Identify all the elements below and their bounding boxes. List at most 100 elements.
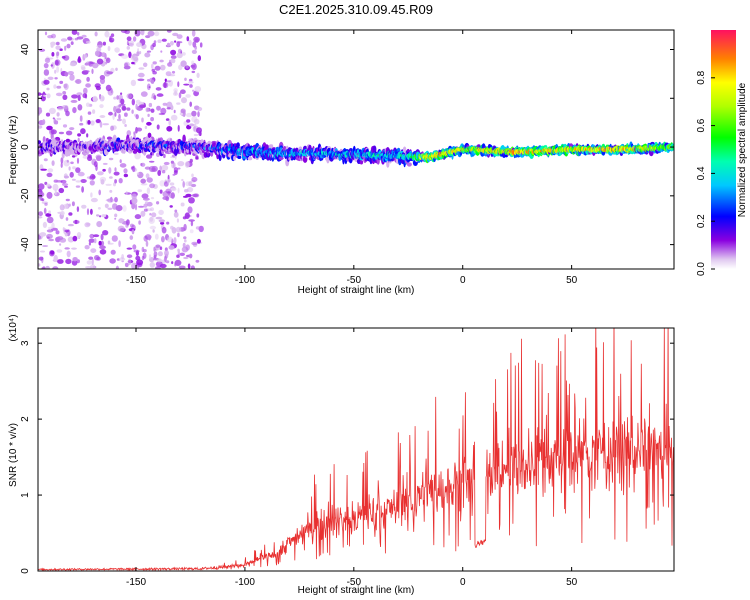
spectrogram-noise-blob xyxy=(46,93,51,99)
spectrogram-noise-blob xyxy=(95,85,101,91)
spectrogram-noise-blob xyxy=(164,255,167,263)
spectrogram-noise-blob xyxy=(38,263,41,267)
spectrogram-noise-blob xyxy=(81,186,84,193)
spectrogram-noise-blob xyxy=(50,41,56,46)
spectrogram-noise-blob xyxy=(88,256,94,260)
spectrogram-noise-blob xyxy=(55,45,61,50)
spectrogram-noise-blob xyxy=(47,35,54,39)
spectrogram-noise-blob xyxy=(156,124,160,130)
spectrogram-noise-blob xyxy=(171,227,177,234)
spectrogram-noise-blob xyxy=(158,209,164,216)
spectrogram-noise-blob xyxy=(123,65,131,70)
spectrogram-noise-blob xyxy=(112,113,115,120)
spectrogram-noise-blob xyxy=(74,219,78,225)
spectrogram-noise-blob xyxy=(99,249,107,255)
spectrogram-noise-blob xyxy=(191,60,195,66)
spectrogram-noise-blob xyxy=(102,162,108,165)
spectrogram-noise-blob xyxy=(195,156,199,160)
spectrogram-noise-blob xyxy=(162,196,169,201)
spectrogram-noise-blob xyxy=(75,167,81,174)
spectrogram-noise-blob xyxy=(168,74,176,77)
colorbar-tick-label: 0.6 xyxy=(696,118,707,132)
spectrogram-noise-blob xyxy=(176,41,181,48)
spectrogram-noise-blob xyxy=(46,183,51,187)
spectrogram-noise-blob xyxy=(191,49,197,55)
colorbar-label: Normalized spectral amplitude xyxy=(737,82,748,217)
spectrogram-noise-blob xyxy=(99,104,104,109)
spectrogram-noise-blob xyxy=(198,131,202,136)
spectrogram-noise-blob xyxy=(183,223,187,231)
snr-x-ticks: -150 -100 -50 0 50 xyxy=(126,328,578,588)
spectrogram-noise-blob xyxy=(163,153,166,159)
spectrogram-noise-blob xyxy=(119,228,125,232)
spectrogram-noise-blob xyxy=(145,107,149,113)
spectrogram-noise-blob xyxy=(96,58,104,65)
spectrogram-noise-blob xyxy=(68,166,71,171)
spectrogram-noise-blob xyxy=(94,255,100,261)
spectrogram-noise-blob xyxy=(188,219,195,222)
spectrogram-noise-blob xyxy=(108,37,115,43)
spectrogram-noise-blob xyxy=(147,30,155,37)
spectrogram-noise-blob xyxy=(122,205,127,212)
spectrogram-noise-blob xyxy=(185,94,191,98)
spectrogram-noise-blob xyxy=(144,52,151,58)
spectrogram-noise-blob xyxy=(151,63,154,69)
spectrogram-noise-blob xyxy=(145,173,150,179)
spectrogram-noise-blob xyxy=(47,168,54,173)
spectrogram-noise-blob xyxy=(53,118,57,125)
spectrogram-noise-blob xyxy=(135,126,138,134)
spectrogram-noise-blob xyxy=(153,95,157,100)
spectrogram-noise-blob xyxy=(177,124,180,132)
snr-series-line xyxy=(38,328,674,571)
spectrogram-noise-blob xyxy=(170,55,177,59)
spectrogram-noise-blob xyxy=(108,157,114,161)
spectrogram-noise-blob xyxy=(38,216,43,219)
spectrogram-noise-blob xyxy=(137,189,143,193)
spectrogram-noise-blob xyxy=(169,41,174,46)
spectrogram-noise-blob xyxy=(186,36,190,42)
spectrogram-noise-blob xyxy=(150,117,155,122)
spectrogram-noise-blob xyxy=(65,258,72,265)
spectrogram-noise-blob xyxy=(64,233,68,237)
spectrogram-noise-blob xyxy=(88,238,95,243)
spectrogram-noise-blob xyxy=(83,87,88,95)
spectrogram-noise-blob xyxy=(77,137,80,143)
spectrogram-noise-blob xyxy=(176,218,179,223)
snr-x-label: Height of straight line (km) xyxy=(298,585,415,596)
spectrogram-noise-blob xyxy=(62,94,68,101)
spectrogram-noise-blob xyxy=(105,183,112,186)
spectrogram-noise-blob xyxy=(113,96,117,100)
spectrogram-noise-blob xyxy=(126,93,132,99)
colorbar-ticks: 0.0 0.2 0.4 0.6 0.8 xyxy=(696,70,715,276)
spectrogram-noise-blob xyxy=(38,183,45,190)
spectrogram-noise-blob xyxy=(70,161,74,165)
spectrogram-noise-blob xyxy=(52,117,55,120)
spectrogram-noise-blob xyxy=(93,238,97,244)
spectrogram-noise-blob xyxy=(42,221,48,228)
spectrogram-noise-blob xyxy=(90,208,93,215)
spectrogram-noise-blob xyxy=(102,123,110,126)
spectrogram-noise-blob xyxy=(158,112,166,116)
spectrogram-noise-blob xyxy=(42,266,46,269)
spectrogram-noise-blob xyxy=(44,31,48,36)
spectrogram-noise-blob xyxy=(182,181,185,188)
spectrogram-noise-blob xyxy=(151,212,157,218)
spectrogram-noise-blob xyxy=(146,201,153,207)
spectrogram-noise-blob xyxy=(85,266,93,269)
colorbar: 0.0 0.2 0.4 0.6 0.8 Normalized spectral ampl… xyxy=(696,30,748,276)
spectrogram-noise-blob xyxy=(133,249,140,253)
spectrogram-noise-blob xyxy=(76,232,82,239)
spectrogram-noise-blob xyxy=(39,232,47,237)
spectrogram-noise-blob xyxy=(187,263,191,269)
spectrogram-noise-blob xyxy=(126,46,130,50)
spectrogram-noise-blob xyxy=(188,81,194,84)
spectrogram-noise-blob xyxy=(177,187,180,194)
spectrogram-noise-blob xyxy=(173,237,177,244)
spectrogram-noise-blob xyxy=(40,93,47,96)
spectrogram-noise-blob xyxy=(189,229,194,234)
snr-frame xyxy=(37,327,675,572)
spectrogram-cell xyxy=(38,140,41,144)
spectrogram-noise-blob xyxy=(71,155,76,158)
spectrogram-noise-blob xyxy=(168,245,175,250)
spectrogram-noise-blob xyxy=(189,158,193,163)
